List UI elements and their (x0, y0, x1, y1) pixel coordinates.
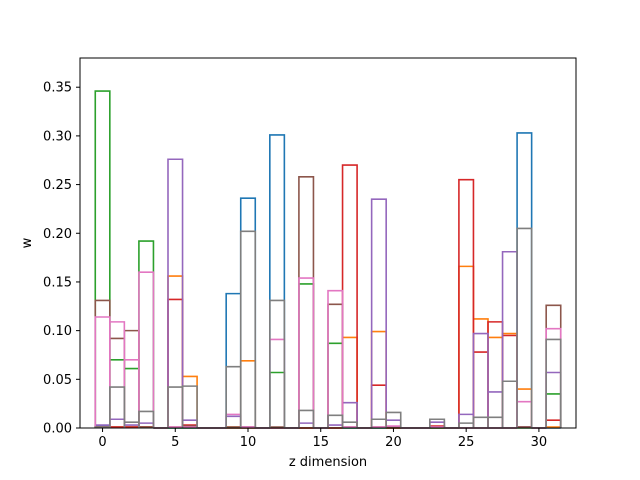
x-tick-label: 25 (458, 435, 475, 450)
y-tick-label: 0.25 (43, 178, 72, 193)
y-tick-label: 0.20 (43, 227, 72, 242)
y-tick-label: 0.05 (43, 373, 72, 388)
x-axis-ticks: 0 5 10 15 20 25 30 (98, 428, 547, 450)
y-axis-label: w (20, 237, 35, 248)
x-tick-label: 5 (171, 435, 179, 450)
x-tick-label: 20 (385, 435, 402, 450)
y-tick-label: 0.15 (43, 275, 72, 290)
y-axis-ticks: 0.00 0.05 0.10 0.15 0.20 0.25 0.30 0.35 (43, 81, 80, 437)
x-tick-label: 15 (312, 435, 329, 450)
y-tick-label: 0.30 (43, 129, 72, 144)
y-tick-label: 0.00 (43, 422, 72, 437)
y-tick-label: 0.10 (43, 324, 72, 339)
x-tick-label: 30 (531, 435, 548, 450)
x-tick-label: 0 (98, 435, 106, 450)
x-axis-label: z dimension (289, 455, 367, 470)
x-tick-label: 10 (240, 435, 257, 450)
plot-frame (79, 57, 577, 429)
y-tick-label: 0.35 (43, 81, 72, 96)
